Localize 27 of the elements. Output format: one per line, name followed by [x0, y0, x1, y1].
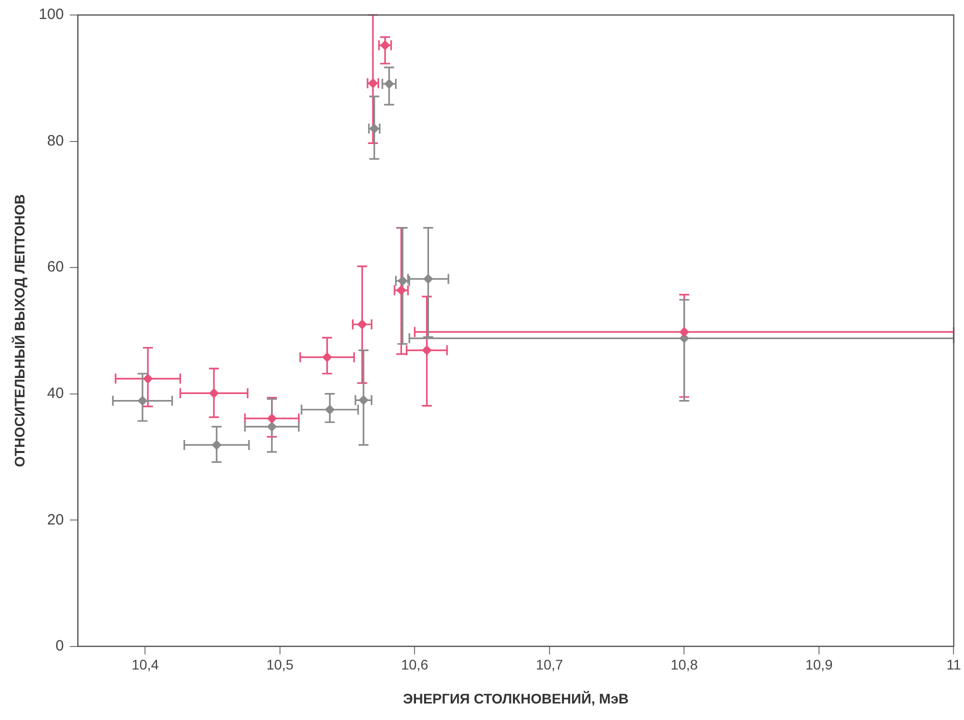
point [324, 404, 335, 415]
y-tick-label: 80 [47, 132, 64, 150]
x-tick-label: 10,5 [266, 656, 294, 673]
x-tick-label: 10,6 [401, 656, 429, 673]
point [422, 345, 432, 356]
point [212, 440, 222, 450]
y-tick-label: 40 [47, 384, 64, 402]
point [357, 319, 368, 330]
y-axis-title: ОТНОСИТЕЛЬНЫЙ ВЫХОД ЛЕПТОНОВ [11, 194, 28, 468]
y-tick-label: 20 [47, 511, 64, 528]
point [138, 396, 148, 406]
x-tick-label: 11 [946, 656, 962, 673]
x-tick-label: 10,8 [670, 656, 698, 673]
point [679, 326, 690, 337]
x-tick-label: 10,9 [805, 656, 833, 673]
point [266, 413, 277, 424]
x-axis-title: ЭНЕРГИЯ СТОЛКНОВЕНИЙ, МэВ [403, 690, 629, 706]
y-tick-label: 100 [38, 6, 64, 24]
point [322, 352, 332, 362]
point [142, 374, 153, 384]
point [423, 274, 434, 284]
point [266, 422, 277, 432]
x-tick-label: 10,4 [132, 656, 160, 673]
point [208, 388, 219, 398]
y-tick-label: 60 [47, 258, 64, 276]
y-tick-label: 0 [55, 638, 64, 655]
x-tick-label: 10,7 [536, 656, 564, 673]
